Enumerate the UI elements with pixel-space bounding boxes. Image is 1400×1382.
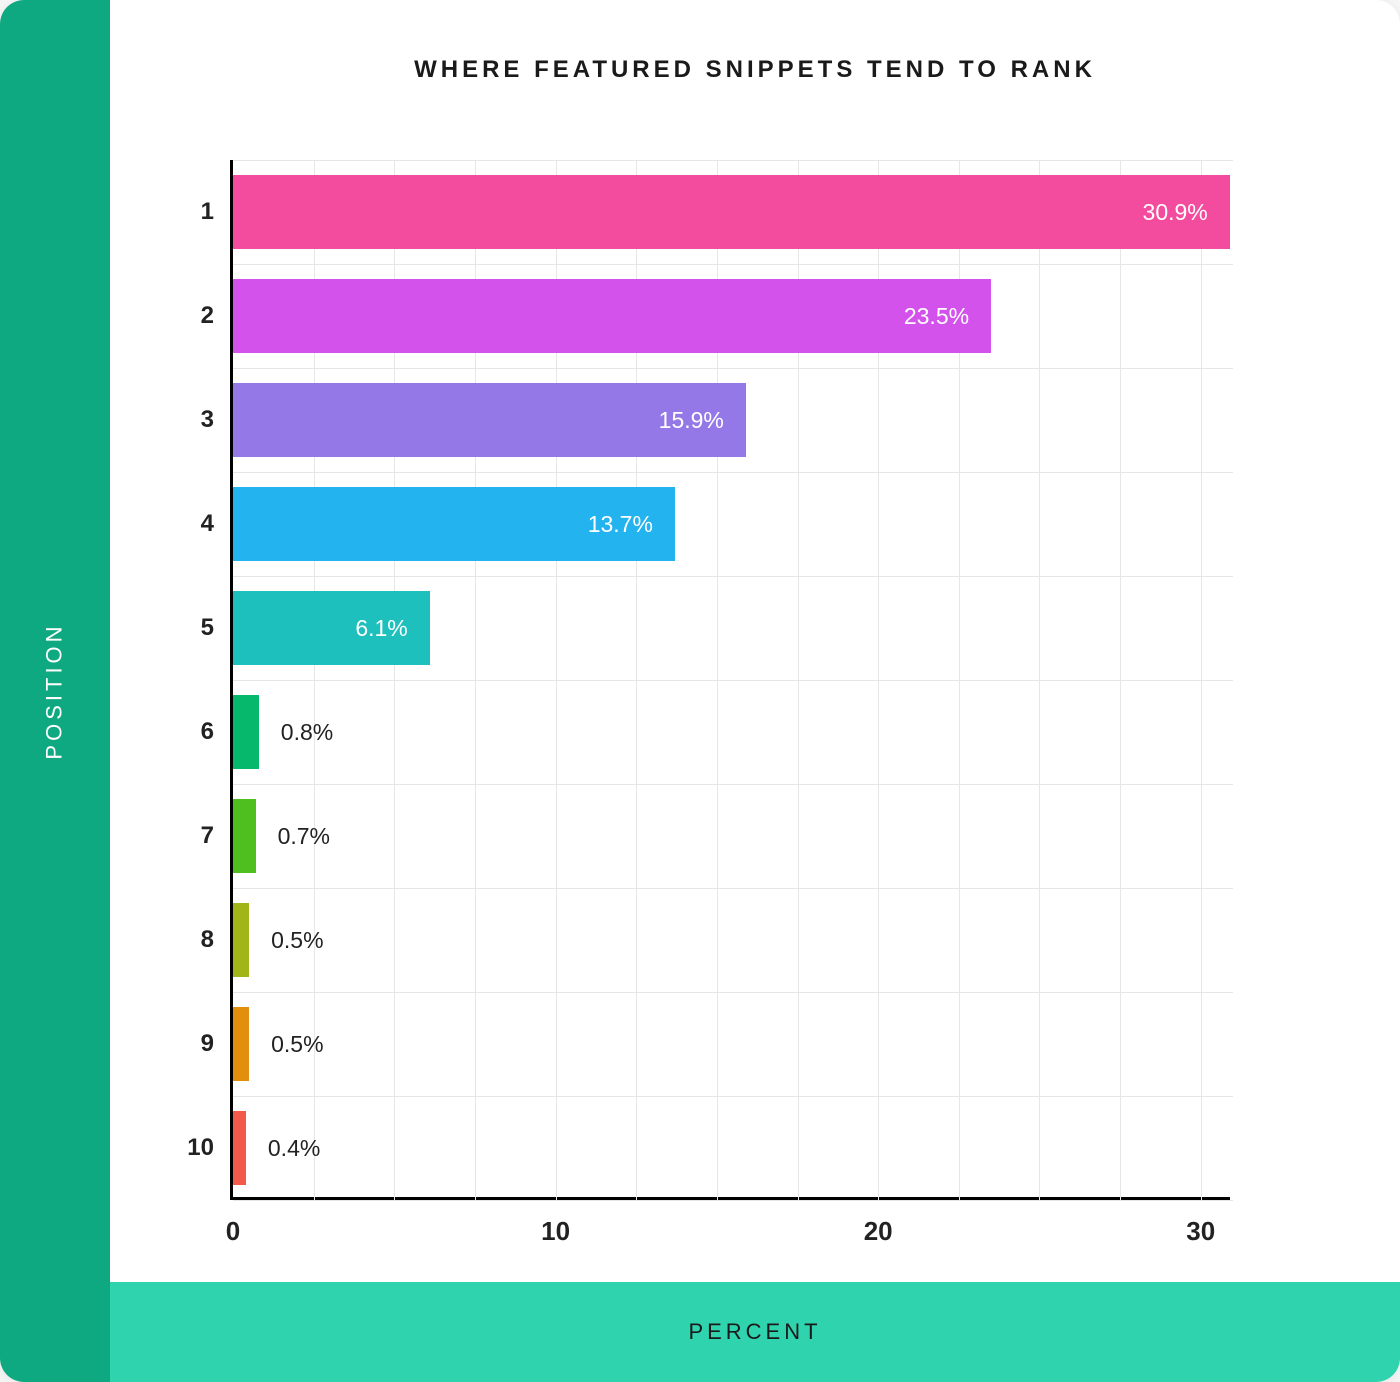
bar: 0.4% — [233, 1111, 246, 1185]
y-tick-label: 7 — [154, 822, 214, 850]
x-tick-label: 10 — [541, 1216, 570, 1247]
gridline-horizontal — [233, 784, 1233, 785]
bar-row: 13.7% — [233, 487, 675, 561]
bar-row: 0.8% — [233, 695, 259, 769]
gridline-horizontal — [233, 160, 1233, 161]
bar-row: 15.9% — [233, 383, 746, 457]
chart-title: WHERE FEATURED SNIPPETS TEND TO RANK — [110, 56, 1400, 84]
chart-card: POSITION PERCENT WHERE FEATURED SNIPPETS… — [0, 0, 1400, 1382]
y-tick-label: 3 — [154, 406, 214, 434]
bar-row: 0.7% — [233, 799, 256, 873]
y-axis-label: POSITION — [42, 622, 68, 759]
y-tick-label: 9 — [154, 1030, 214, 1058]
gridline-horizontal — [233, 1096, 1233, 1097]
y-tick-label: 8 — [154, 926, 214, 954]
bar-row: 0.5% — [233, 1007, 249, 1081]
bar-value-label: 0.7% — [256, 823, 330, 850]
bar-row: 0.4% — [233, 1111, 246, 1185]
bar: 0.5% — [233, 903, 249, 977]
gridline-horizontal — [233, 264, 1233, 265]
y-tick-label: 2 — [154, 302, 214, 330]
x-tick-label: 30 — [1186, 1216, 1215, 1247]
bar: 0.7% — [233, 799, 256, 873]
bar-value-label: 0.4% — [246, 1135, 320, 1162]
bar-value-label: 0.5% — [249, 1031, 323, 1058]
bar: 15.9% — [233, 383, 746, 457]
y-tick-label: 5 — [154, 614, 214, 642]
gridline-horizontal — [233, 576, 1233, 577]
bar: 23.5% — [233, 279, 991, 353]
gridline-horizontal — [233, 992, 1233, 993]
bar-value-label: 0.8% — [259, 719, 333, 746]
x-tick-label: 0 — [226, 1216, 240, 1247]
y-axis-label-container: POSITION — [0, 0, 110, 1382]
y-tick-label: 1 — [154, 198, 214, 226]
gridline-horizontal — [233, 888, 1233, 889]
y-tick-label: 10 — [154, 1134, 214, 1162]
bar-row: 0.5% — [233, 903, 249, 977]
y-tick-label: 6 — [154, 718, 214, 746]
x-tick-label: 20 — [864, 1216, 893, 1247]
bar-value-label: 0.5% — [249, 927, 323, 954]
bar: 0.8% — [233, 695, 259, 769]
gridline-horizontal — [233, 1200, 1233, 1201]
bar: 6.1% — [233, 591, 430, 665]
plot-area: 130.9%223.5%315.9%413.7%56.1%60.8%70.7%8… — [230, 160, 1230, 1200]
gridline-horizontal — [233, 368, 1233, 369]
plot-grid: 130.9%223.5%315.9%413.7%56.1%60.8%70.7%8… — [230, 160, 1230, 1200]
bar: 30.9% — [233, 175, 1230, 249]
bar-row: 30.9% — [233, 175, 1230, 249]
bar-row: 6.1% — [233, 591, 430, 665]
bar: 13.7% — [233, 487, 675, 561]
x-axis-label: PERCENT — [110, 1282, 1400, 1382]
bar-row: 23.5% — [233, 279, 991, 353]
y-tick-label: 4 — [154, 510, 214, 538]
bar: 0.5% — [233, 1007, 249, 1081]
gridline-horizontal — [233, 472, 1233, 473]
gridline-horizontal — [233, 680, 1233, 681]
